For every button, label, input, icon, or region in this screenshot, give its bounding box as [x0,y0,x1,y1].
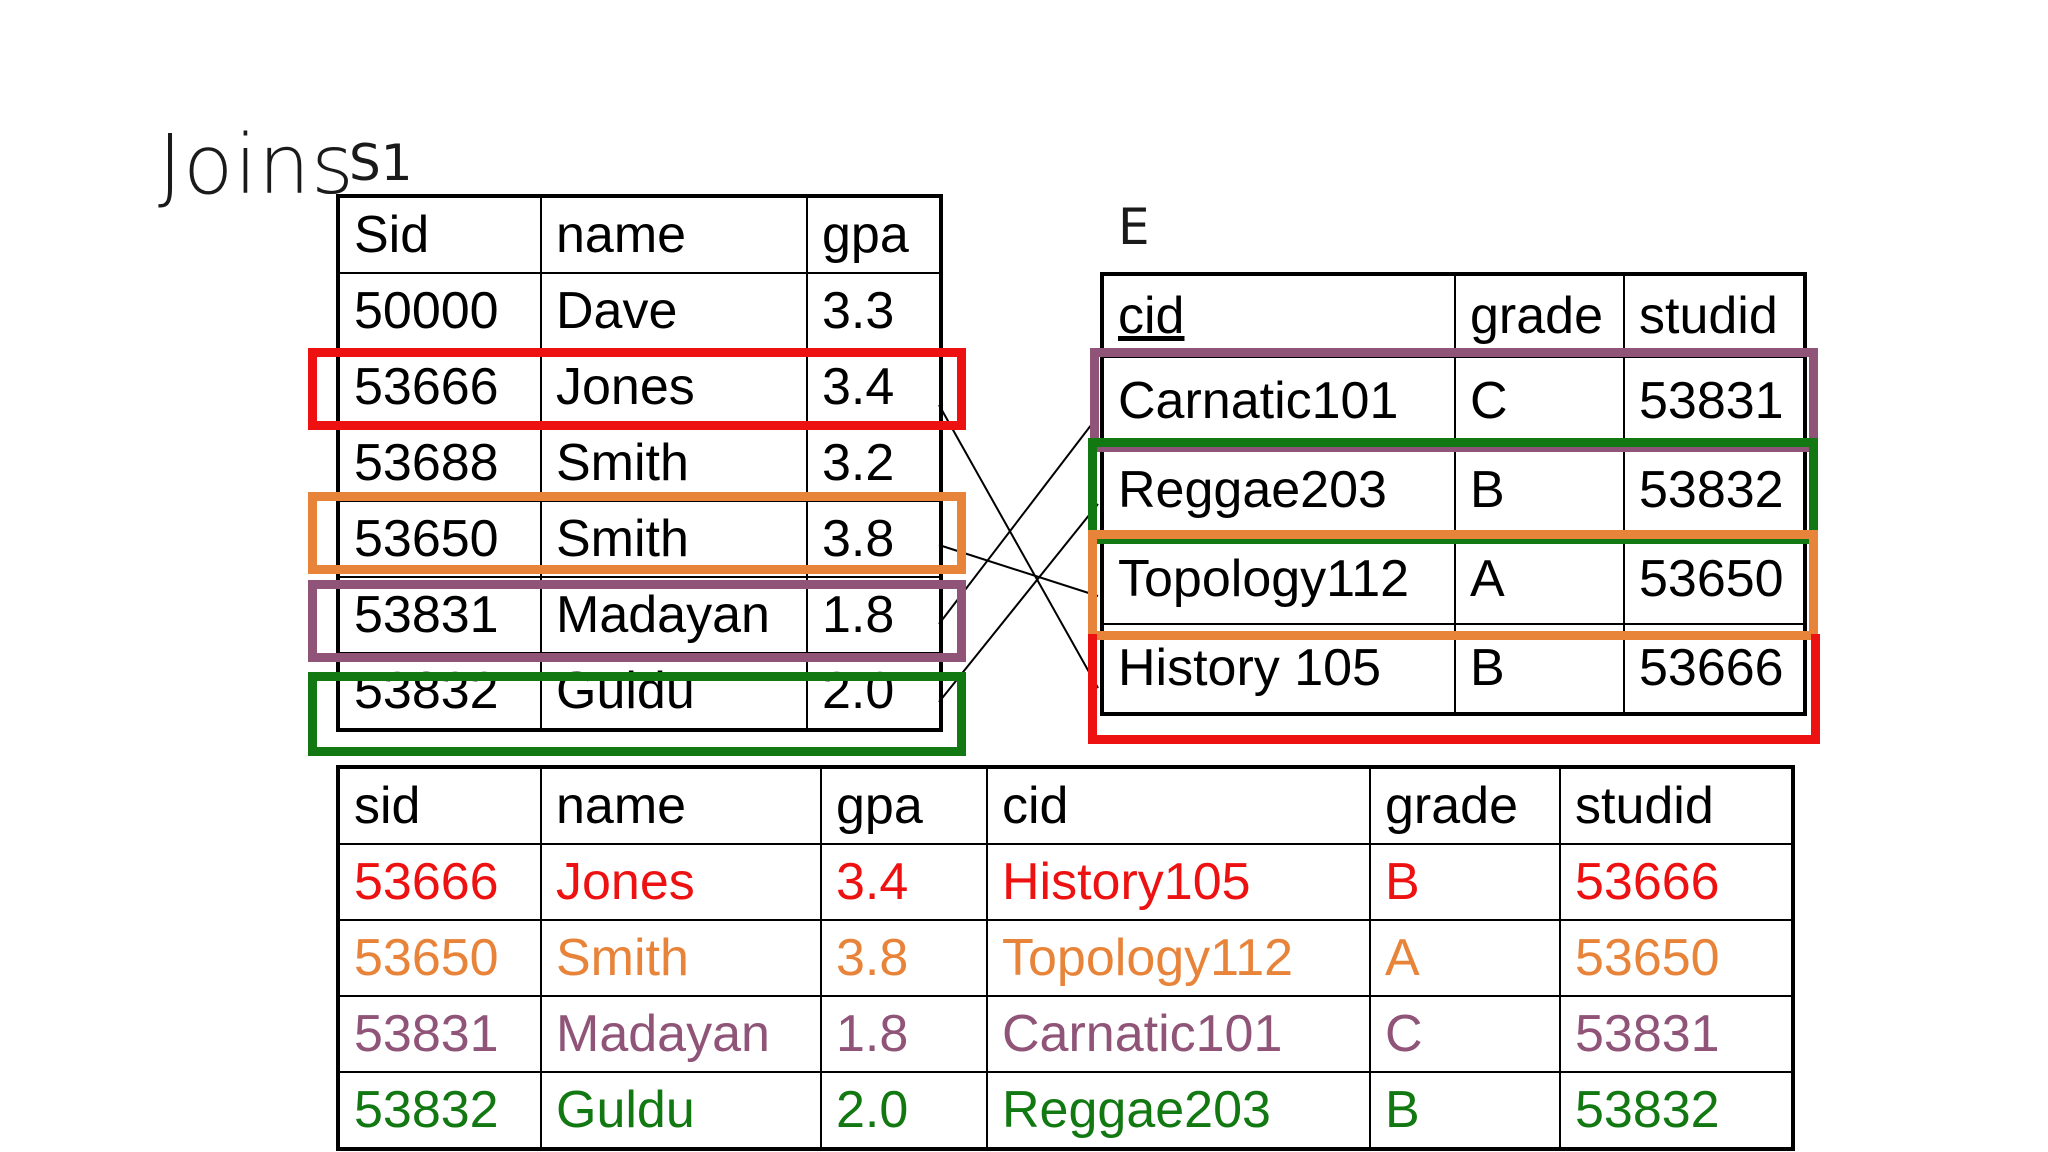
table-cell: 3.3 [806,272,942,350]
table-cell: 50000 [337,272,542,350]
table-cell: Madayan [540,995,822,1073]
table-cell: Madayan [540,576,808,654]
header-cell: Sid [337,195,542,274]
table-cell: Topology112 [1101,534,1456,625]
header-cell-key: cid [1101,273,1456,358]
s1-highlight-jones [308,348,966,430]
table-cell: B [1454,445,1625,536]
table-cell: 53650 [337,919,542,997]
result-table: sid name gpa cid grade studid 53666 Jone… [336,765,1795,1151]
table-cell: 53831 [1559,995,1794,1073]
table-cell: A [1369,919,1561,997]
s1-highlight-madayan [308,580,966,662]
e-highlight-carnatic [1090,348,1818,452]
table-cell: B [1369,843,1561,921]
table-cell: 53666 [1559,843,1794,921]
table-cell: Carnatic101 [986,995,1371,1073]
e-table: cid grade studid Carnatic101 C 53831 Reg… [1100,272,1807,716]
table-row: Carnatic101 C 53831 [1101,356,1806,447]
table-cell: Reggae203 [1101,445,1456,536]
table-cell: Guldu [540,1071,822,1150]
table-cell: 53831 [1623,356,1806,447]
table-row: Reggae203 B 53832 [1101,445,1806,536]
table-cell: B [1369,1071,1561,1150]
header-cell: name [540,195,808,274]
s1-highlight-smith [308,492,966,574]
table-cell: 2.0 [820,1071,988,1150]
table-row: 53832 Guldu 2.0 Reggae203 B 53832 [337,1071,1794,1150]
header-cell: grade [1369,766,1561,845]
table-cell: Topology112 [986,919,1371,997]
header-cell: gpa [820,766,988,845]
table-row: 53666 Jones 3.4 History105 B 53666 [337,843,1794,921]
table-cell: 53666 [337,843,542,921]
e-highlight-history [1088,634,1820,744]
e-highlight-reggae [1088,438,1818,544]
table-cell: Reggae203 [986,1071,1371,1150]
table-row: 53831 Madayan 1.8 Carnatic101 C 53831 [337,995,1794,1073]
table-cell: 53832 [337,652,542,731]
table-row: 53650 Smith 3.8 Topology112 A 53650 [337,919,1794,997]
table-cell: 3.4 [820,843,988,921]
table-row: 50000 Dave 3.3 [337,272,942,350]
table-cell: C [1369,995,1561,1073]
table-cell: History105 [986,843,1371,921]
header-cell: grade [1454,273,1625,358]
table-cell: 53832 [337,1071,542,1150]
table-cell: 1.8 [806,576,942,654]
table-cell: 53650 [1559,919,1794,997]
e-highlight-topology [1088,530,1818,640]
s1-highlight-guldu [308,672,966,756]
table-cell: 53831 [337,995,542,1073]
header-cell: gpa [806,195,942,274]
table-cell: A [1454,534,1625,625]
table-cell: 53832 [1559,1071,1794,1150]
table-cell: 53650 [1623,534,1806,625]
slide-title: Joins [158,118,355,213]
header-cell: studid [1559,766,1794,845]
table-cell: Carnatic101 [1101,356,1456,447]
table-row: 53831 Madayan 1.8 [337,576,942,654]
table-cell: Smith [540,919,822,997]
header-cell: studid [1623,273,1806,358]
header-cell: name [540,766,822,845]
table-header-row: Sid name gpa [337,195,942,274]
table-header-row: cid grade studid [1101,273,1806,358]
header-cell: sid [337,766,542,845]
table-cell: 3.2 [806,424,942,502]
e-table-label: E [1118,198,1150,256]
header-cell: cid [986,766,1371,845]
table-header-row: sid name gpa cid grade studid [337,766,1794,845]
table-cell: Smith [540,424,808,502]
table-cell: 53688 [337,424,542,502]
table-cell: 1.8 [820,995,988,1073]
table-cell: Dave [540,272,808,350]
table-cell: C [1454,356,1625,447]
table-cell: 3.8 [820,919,988,997]
table-row: 53688 Smith 3.2 [337,424,942,502]
table-cell: 53666 [337,348,542,426]
table-cell: Jones [540,348,808,426]
table-cell: Jones [540,843,822,921]
table-cell: 53831 [337,576,542,654]
s1-table: Sid name gpa 50000 Dave 3.3 53666 Jones … [336,194,943,732]
s1-table-label: S1 [349,134,413,192]
table-row: Topology112 A 53650 [1101,534,1806,625]
